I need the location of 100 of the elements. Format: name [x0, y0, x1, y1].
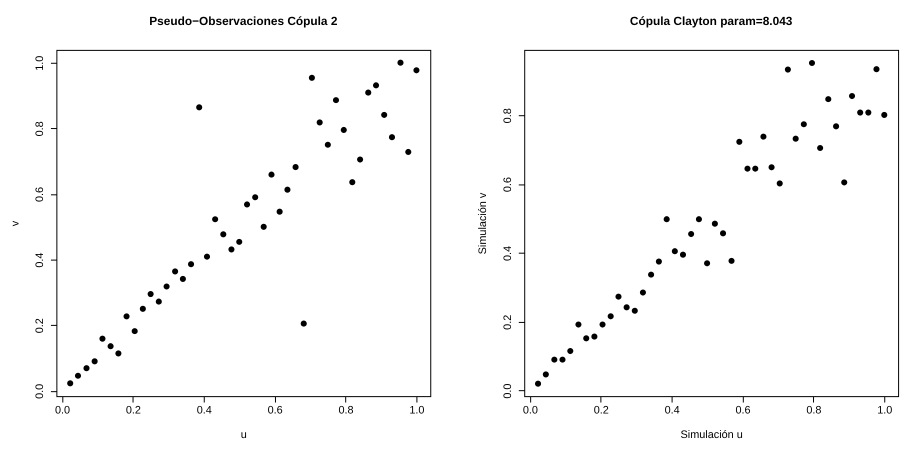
point [776, 180, 783, 186]
point [372, 82, 380, 88]
y-axis-title: v [9, 220, 22, 226]
y-tick-label: 0.0 [502, 384, 514, 399]
x-tick-label: 0.4 [196, 404, 212, 416]
point [551, 356, 558, 363]
x-tick-label: 0.2 [126, 404, 141, 416]
x-tick-label: 0.0 [522, 404, 538, 416]
x-tick-label: 0.0 [54, 404, 70, 416]
point [300, 320, 307, 327]
point [752, 166, 758, 172]
point [324, 142, 331, 148]
point [833, 123, 840, 130]
point [534, 380, 542, 387]
point [672, 248, 678, 254]
point [848, 92, 856, 100]
point [99, 336, 106, 342]
point [172, 268, 178, 274]
point [115, 350, 122, 356]
point [688, 230, 694, 238]
point [817, 144, 824, 152]
point [108, 343, 114, 350]
point [156, 298, 162, 305]
y-tick-label: 0.4 [502, 246, 514, 262]
x-axis-title: Simulación u [680, 429, 743, 442]
point [720, 230, 726, 236]
point [212, 216, 218, 222]
point [196, 104, 202, 110]
point [559, 356, 566, 363]
y-tick-label: 0.6 [502, 177, 514, 192]
point [308, 74, 315, 81]
point [857, 110, 864, 116]
point [381, 112, 388, 118]
point [244, 201, 250, 208]
point [768, 164, 775, 170]
x-axis-title: u [240, 429, 247, 442]
point [83, 365, 90, 372]
x-tick-label: 1.0 [409, 404, 424, 416]
point [365, 90, 372, 96]
point [284, 186, 290, 193]
point [583, 335, 590, 342]
point [591, 334, 598, 340]
x-tick-label: 0.6 [268, 404, 283, 416]
x-tick-label: 1.0 [877, 404, 892, 416]
y-tick-label: 0.2 [502, 314, 514, 330]
chart-title: Cópula Clayton param=8.043 [630, 14, 793, 28]
point [608, 313, 614, 320]
point [228, 246, 234, 252]
point [704, 260, 710, 266]
point [92, 358, 98, 364]
point [808, 60, 816, 66]
point [881, 112, 888, 118]
point [680, 252, 686, 258]
point [865, 110, 872, 116]
x-tick-label: 0.2 [594, 404, 609, 416]
y-tick-label: 0.2 [34, 318, 46, 334]
point [873, 66, 880, 72]
point [340, 126, 347, 134]
point [632, 308, 638, 314]
point [252, 194, 258, 200]
y-tick-label: 1.0 [34, 56, 46, 71]
point [800, 121, 807, 128]
x-tick-label: 0.6 [735, 404, 751, 416]
point [760, 134, 766, 140]
point [405, 148, 412, 156]
point [236, 238, 242, 245]
point [148, 291, 154, 298]
point [567, 348, 574, 354]
point [656, 258, 662, 265]
point [140, 306, 146, 312]
y-tick-label: 0.6 [34, 186, 46, 202]
point [188, 261, 194, 268]
chart-title: Pseudo−Observaciones Cópula 2 [149, 14, 338, 28]
point [784, 66, 791, 73]
point [841, 179, 848, 186]
y-tick-label: 0.8 [502, 108, 514, 124]
y-tick-label: 0.0 [34, 384, 46, 399]
point [744, 166, 751, 172]
point [388, 134, 396, 140]
point [204, 254, 210, 260]
point [640, 289, 646, 296]
point [615, 294, 622, 300]
point [220, 231, 226, 238]
point [74, 372, 82, 379]
point [349, 179, 356, 186]
point [792, 136, 799, 142]
point [624, 304, 630, 310]
x-tick-label: 0.4 [664, 404, 680, 416]
point [648, 272, 654, 278]
x-tick-label: 0.8 [806, 404, 822, 416]
point [542, 371, 549, 378]
point [664, 216, 670, 222]
point [180, 276, 186, 282]
point [164, 283, 170, 290]
point [599, 321, 606, 328]
point [260, 224, 267, 230]
point [696, 216, 702, 222]
x-tick-label: 0.8 [338, 404, 354, 416]
y-tick-label: 0.4 [34, 252, 46, 268]
point [268, 172, 275, 178]
